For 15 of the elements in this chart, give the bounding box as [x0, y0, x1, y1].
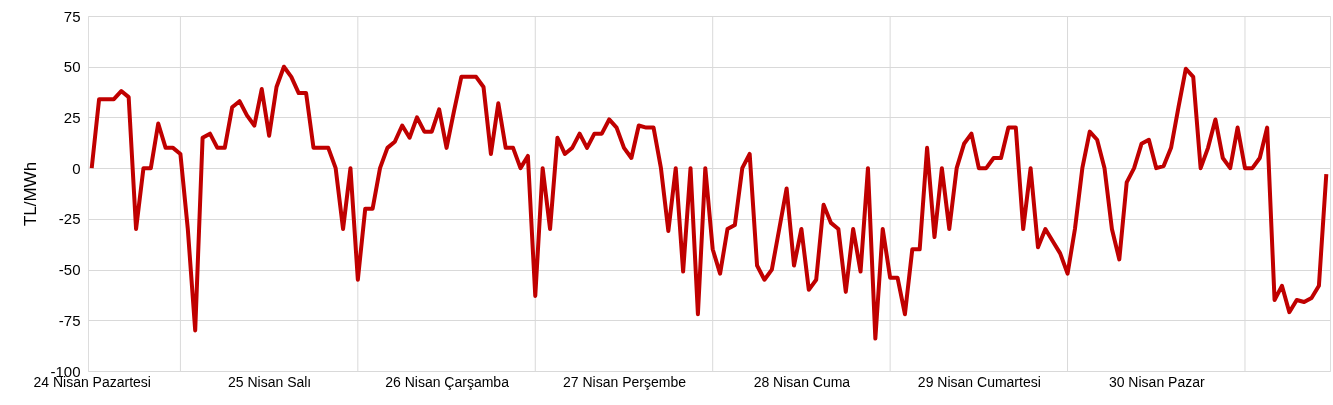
y-tick-label: 0: [72, 159, 81, 177]
x-tick-label: 25 Nisan Salı: [227, 373, 312, 390]
x-tick-label: 27 Nisan Perşembe: [563, 373, 687, 390]
y-tick-label: -25: [58, 210, 81, 228]
y-tick-label: 75: [63, 7, 81, 25]
x-tick-label: 28 Nisan Cuma: [753, 373, 851, 390]
y-tick-label: 25: [63, 108, 81, 126]
x-tick-label: 29 Nisan Cumartesi: [917, 373, 1041, 390]
y-axis-title: TL/MWh: [21, 161, 41, 227]
x-tick-label: 30 Nisan Pazar: [1108, 373, 1205, 390]
y-tick-label: -50: [58, 261, 81, 279]
x-tick-label: 26 Nisan Çarşamba: [385, 373, 510, 390]
y-tick-label: -75: [58, 311, 81, 329]
y-tick-label: 50: [63, 58, 81, 76]
line-series: [89, 64, 1329, 341]
